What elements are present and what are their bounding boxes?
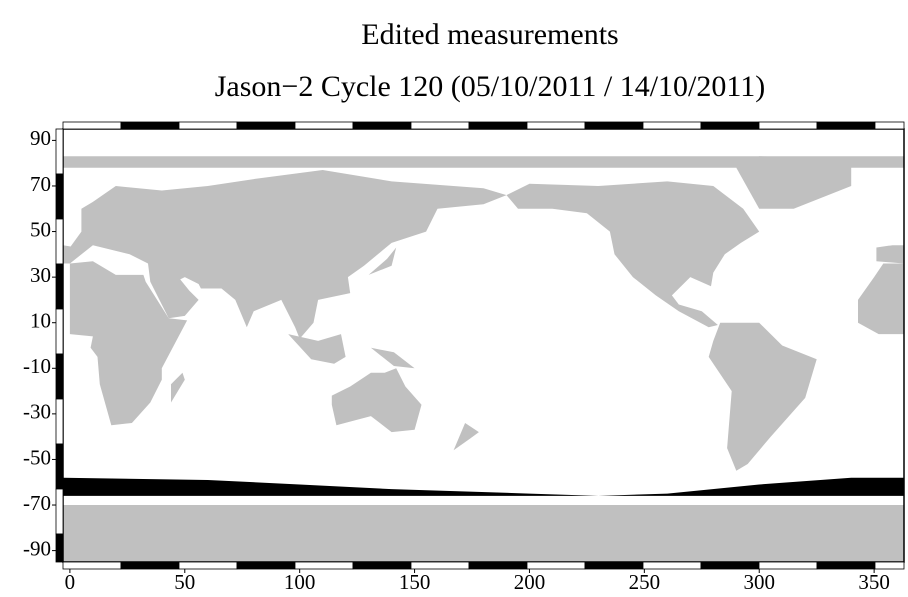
border [294, 121, 354, 130]
border [874, 121, 905, 130]
x-tick-label: 150 [399, 570, 431, 594]
border [236, 561, 296, 570]
land [858, 245, 904, 335]
border [816, 121, 876, 130]
y-tick-label: -50 [23, 445, 51, 469]
land [69, 261, 188, 426]
border [526, 561, 586, 570]
x-tick-label: 0 [65, 570, 76, 594]
border [700, 121, 760, 130]
border [55, 398, 64, 445]
land [736, 156, 852, 209]
border [55, 218, 64, 265]
border [294, 561, 354, 570]
land [63, 505, 904, 562]
border [642, 561, 702, 570]
land [171, 372, 185, 403]
chart-title: Edited measurements [361, 18, 618, 51]
y-tick-label: -70 [23, 491, 51, 515]
border [55, 533, 64, 563]
border [62, 121, 122, 130]
border [468, 121, 528, 130]
x-tick-label: 250 [629, 570, 661, 594]
border [178, 561, 238, 570]
border [55, 308, 64, 355]
y-tick-label: -30 [23, 400, 51, 424]
border [55, 488, 64, 535]
border [352, 561, 412, 570]
border [55, 173, 64, 220]
border [816, 561, 876, 570]
border [236, 121, 296, 130]
border [62, 561, 122, 570]
land [63, 170, 507, 339]
border [410, 121, 470, 130]
border [55, 263, 64, 310]
ice-edge [63, 477, 904, 496]
y-tick-label: 50 [30, 217, 51, 241]
border [758, 121, 818, 130]
x-tick-label: 100 [284, 570, 316, 594]
border [526, 121, 586, 130]
border [584, 561, 644, 570]
border [120, 561, 180, 570]
land [506, 181, 760, 328]
y-tick-label: 70 [30, 172, 51, 196]
land [370, 347, 415, 369]
border [352, 121, 412, 130]
border [55, 443, 64, 490]
border [178, 121, 238, 130]
land [288, 334, 346, 364]
land [63, 156, 904, 168]
y-tick-label: 30 [30, 263, 51, 287]
land [453, 423, 479, 451]
border [700, 561, 760, 570]
land [368, 247, 397, 275]
border [410, 561, 470, 570]
border [642, 121, 702, 130]
border [758, 561, 818, 570]
border [55, 128, 64, 175]
border [468, 561, 528, 570]
chart-subtitle: Jason−2 Cycle 120 (05/10/2011 / 14/10/20… [215, 70, 766, 103]
land [331, 368, 422, 433]
y-tick-label: 10 [30, 309, 51, 333]
x-tick-label: 350 [858, 570, 890, 594]
border [584, 121, 644, 130]
y-tick-label: -10 [23, 354, 51, 378]
land [708, 322, 817, 471]
border [874, 561, 905, 570]
y-tick-label: 90 [30, 126, 51, 150]
border [120, 121, 180, 130]
x-tick-label: 300 [743, 570, 775, 594]
x-tick-label: 50 [174, 570, 195, 594]
x-tick-label: 200 [514, 570, 546, 594]
border [55, 353, 64, 400]
y-tick-label: -90 [23, 536, 51, 560]
